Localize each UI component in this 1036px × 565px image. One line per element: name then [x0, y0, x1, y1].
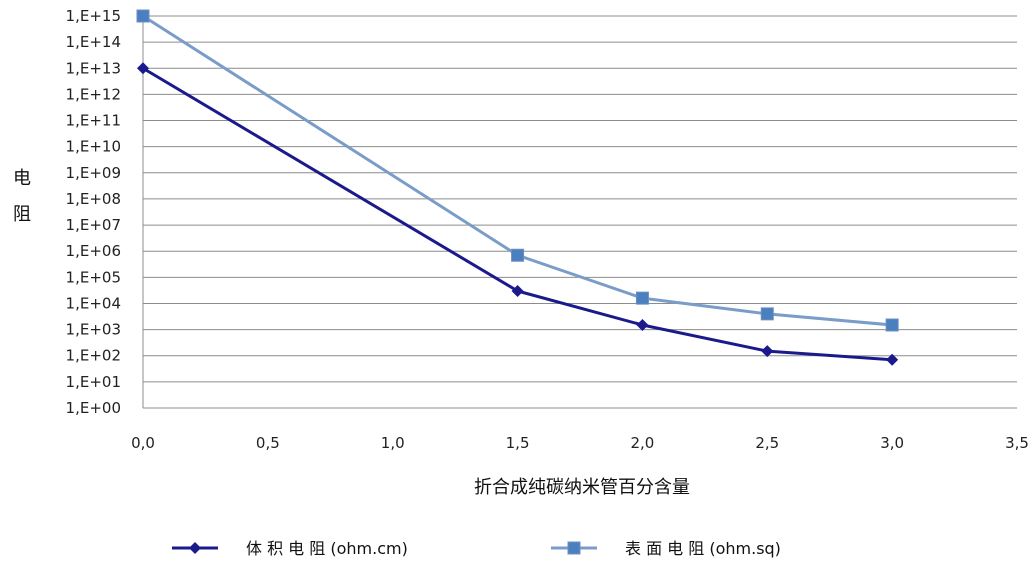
x-axis-title: 折合成纯碳纳米管百分含量: [474, 477, 690, 498]
x-tick-label: 0,5: [256, 434, 280, 452]
legend-marker: [567, 541, 581, 555]
series-layer: [136, 9, 899, 366]
x-axis-ticks: 0,0 0,5 1,0 1,5 2,0 2,5 3,0 3,5: [131, 434, 1029, 452]
y-tick-label: 1,E+03: [66, 321, 121, 339]
y-tick-label: 1,E+04: [66, 294, 121, 312]
x-tick-label: 3,5: [1005, 434, 1029, 452]
grid-lines: [142, 15, 1017, 409]
y-tick-label: 1,E+00: [66, 399, 121, 417]
y-tick-label: 1,E+07: [66, 216, 121, 234]
legend-marker: [189, 542, 201, 554]
data-point: [511, 248, 525, 262]
data-point: [137, 62, 149, 75]
y-tick-label: 1,E+06: [66, 242, 121, 260]
y-tick-label: 1,E+14: [66, 33, 121, 51]
y-axis-ticks: 1,E+00 1,E+01 1,E+02 1,E+03 1,E+04 1,E+05 1,E+…: [66, 7, 121, 417]
y-tick-label: 1,E+12: [66, 85, 121, 103]
y-tick-label: 1,E+05: [66, 268, 121, 286]
y-axis-title-char: 阻: [13, 204, 31, 225]
data-point: [136, 9, 150, 23]
x-tick-label: 2,5: [755, 434, 779, 452]
y-tick-label: 1,E+02: [66, 347, 121, 365]
data-point: [885, 318, 899, 332]
y-axis-title: 电阻: [13, 168, 31, 225]
legend-label: 表 面 电 阻 (ohm.sq): [625, 539, 781, 558]
data-point: [511, 284, 524, 297]
legend-label: 体 积 电 阻 (ohm.cm): [246, 539, 408, 558]
x-tick-label: 1,5: [506, 434, 530, 452]
series-line: [142, 14, 893, 327]
legend: 体 积 电 阻 (ohm.cm) 表 面 电 阻 (ohm.sq): [172, 539, 781, 558]
y-tick-label: 1,E+13: [66, 59, 121, 77]
y-tick-label: 1,E+11: [66, 112, 121, 130]
data-point: [886, 353, 899, 366]
x-tick-label: 2,0: [630, 434, 654, 452]
y-axis-title-char: 电: [13, 168, 31, 189]
series-1: [137, 62, 899, 366]
data-point: [636, 318, 649, 331]
y-tick-label: 1,E+15: [66, 7, 121, 25]
y-tick-label: 1,E+08: [66, 190, 121, 208]
x-tick-label: 1,0: [381, 434, 405, 452]
data-point: [635, 291, 649, 305]
y-tick-label: 1,E+09: [66, 164, 121, 182]
y-tick-label: 1,E+10: [66, 138, 121, 156]
data-point: [760, 307, 774, 321]
series-2: [136, 9, 899, 332]
x-tick-label: 3,0: [880, 434, 904, 452]
data-point: [761, 345, 774, 358]
x-tick-label: 0,0: [131, 434, 155, 452]
y-tick-label: 1,E+01: [66, 373, 121, 391]
